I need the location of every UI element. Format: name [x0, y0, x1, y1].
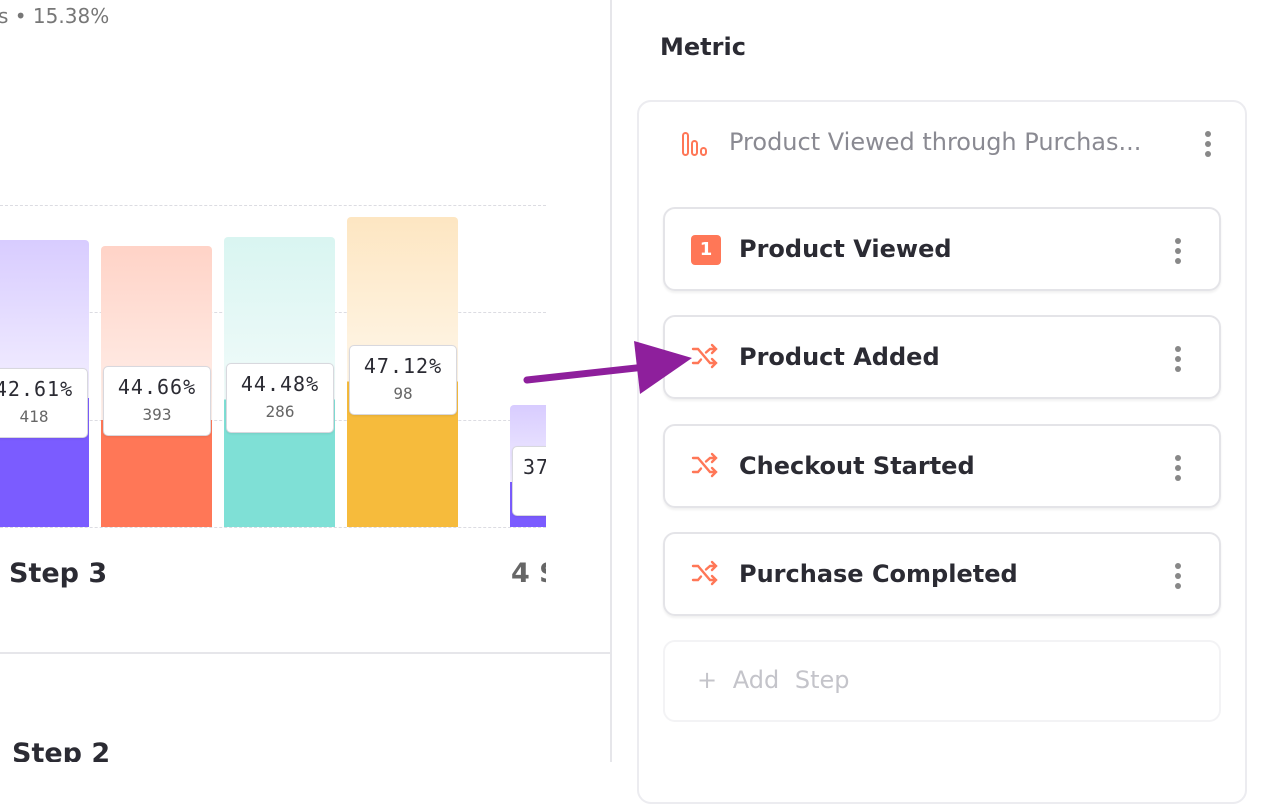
grid-line	[0, 205, 546, 206]
chart-panel: s • 15.38% 42.61% 418 44.66% 393 44.48% 286…	[0, 0, 612, 762]
count: 393	[142, 405, 172, 424]
summary: s • 15.38%	[0, 4, 110, 28]
menu-button[interactable]	[1203, 130, 1213, 160]
step-label: Step 3	[9, 558, 108, 589]
step-item[interactable]: Checkout Started	[663, 424, 1221, 508]
shuffle-icon	[691, 452, 718, 478]
chart: 42.61% 418 44.66% 393 44.48% 286 47.12% 98 3…	[0, 0, 546, 640]
bar-label: 37	[512, 446, 546, 516]
count: 286	[265, 402, 295, 421]
grid-line	[0, 527, 546, 528]
funnel-name[interactable]: Product Viewed through Purchas...	[729, 128, 1142, 156]
bar-label: 42.61% 418	[0, 368, 88, 438]
shuffle-icon	[691, 560, 718, 586]
count: 418	[19, 407, 49, 426]
funnel-icon	[682, 132, 707, 156]
percent: 44.48%	[240, 372, 320, 396]
step-label: Product Added	[739, 343, 940, 371]
menu-button[interactable]	[1173, 345, 1183, 375]
panel-title: Metric	[660, 33, 746, 61]
step-item[interactable]: Product Added	[663, 315, 1221, 399]
percent: 37	[523, 455, 546, 479]
step-item[interactable]: Purchase Completed	[663, 532, 1221, 616]
count: 98	[393, 384, 413, 403]
step-label: 4 S	[511, 558, 546, 589]
bar-label: 44.66% 393	[103, 366, 211, 436]
metric-card: Product Viewed through Purchas...	[637, 100, 1247, 804]
step-label: Purchase Completed	[739, 560, 1018, 588]
divider	[0, 652, 610, 654]
step-label: Checkout Started	[739, 452, 975, 480]
percent: 47.12%	[363, 354, 443, 378]
step-badge: 1	[691, 235, 721, 265]
shuffle-icon	[691, 343, 718, 369]
add-step-button[interactable]: + Add Step	[663, 640, 1221, 722]
section-title: Step 2	[12, 738, 111, 762]
step-item[interactable]: 1 Product Viewed	[663, 207, 1221, 291]
bar-label: 44.48% 286	[226, 363, 334, 433]
step-label: Product Viewed	[739, 235, 952, 263]
bar-label: 47.12% 98	[349, 345, 457, 415]
menu-button[interactable]	[1173, 562, 1183, 592]
percent: 44.66%	[117, 375, 197, 399]
add-step-label: + Add Step	[697, 666, 850, 694]
menu-button[interactable]	[1173, 237, 1183, 267]
percent: 42.61%	[0, 377, 74, 401]
menu-button[interactable]	[1173, 454, 1183, 484]
